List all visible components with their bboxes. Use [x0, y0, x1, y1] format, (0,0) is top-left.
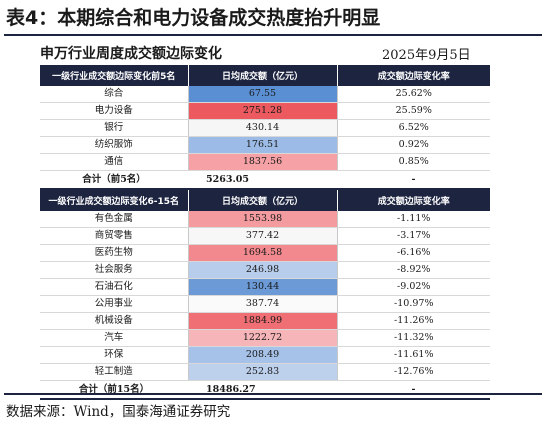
- total-rate: -: [337, 380, 490, 400]
- table-subtitle: 申万行业周度成交额边际变化: [40, 46, 222, 62]
- change-rate-value: -10.97%: [336, 295, 490, 313]
- table-row: 通信 1837.56 0.85%: [40, 153, 490, 171]
- change-rate-value: 0.85%: [336, 153, 490, 171]
- total-label: 合计（前5名）: [40, 170, 188, 190]
- change-rate-value: 25.59%: [336, 102, 490, 120]
- avg-turnover-value: 1694.58: [188, 244, 337, 262]
- header-avg-turnover: 日均成交额（亿元）: [188, 65, 338, 86]
- avg-turnover-value: 130.44: [188, 278, 337, 296]
- table-row: 纺织服饰 176.51 0.92%: [40, 136, 490, 154]
- header-change-rate: 成交额边际变化率: [337, 190, 490, 211]
- industry-name: 通信: [40, 153, 189, 171]
- avg-turnover-value: 377.42: [188, 227, 337, 245]
- industry-name: 电力设备: [40, 102, 189, 120]
- avg-turnover-value: 67.55: [188, 86, 337, 103]
- avg-turnover-value: 1837.56: [188, 153, 337, 171]
- change-rate-value: 0.92%: [336, 136, 490, 154]
- title-rule: [4, 34, 542, 36]
- change-rate-value: -11.61%: [336, 346, 490, 364]
- industry-name: 石油石化: [40, 278, 189, 296]
- table-row: 有色金属 1553.98 -1.11%: [40, 211, 490, 228]
- change-rate-value: -11.32%: [336, 329, 490, 347]
- table-row: 环保 208.49 -11.61%: [40, 346, 490, 364]
- avg-turnover-value: 246.98: [188, 261, 337, 279]
- table-row: 机械设备 1884.99 -11.26%: [40, 312, 490, 330]
- industry-name: 商贸零售: [40, 227, 189, 245]
- avg-turnover-value: 1222.72: [188, 329, 337, 347]
- table-row: 汽车 1222.72 -11.32%: [40, 329, 490, 347]
- header-industry: 一级行业成交额边际变化6-15名: [40, 190, 189, 211]
- industry-name: 汽车: [40, 329, 189, 347]
- change-rate-value: -11.26%: [336, 312, 490, 330]
- avg-turnover-value: 252.83: [188, 363, 337, 381]
- table-row: 商贸零售 377.42 -3.17%: [40, 227, 490, 245]
- change-rate-value: -6.16%: [336, 244, 490, 262]
- table-row: 综合 67.55 25.62%: [40, 86, 490, 103]
- table-row: 医药生物 1694.58 -6.16%: [40, 244, 490, 262]
- rank6-15-table: 一级行业成交额边际变化6-15名 日均成交额（亿元） 成交额边际变化率 有色金属…: [40, 190, 490, 400]
- report-date: 2025年9月5日: [382, 48, 471, 63]
- change-rate-value: -1.11%: [336, 211, 490, 228]
- change-rate-value: 25.62%: [336, 86, 490, 103]
- industry-name: 纺织服饰: [40, 136, 189, 154]
- avg-turnover-value: 387.74: [188, 295, 337, 313]
- industry-name: 公用事业: [40, 295, 189, 313]
- avg-turnover-value: 430.14: [188, 119, 337, 137]
- industry-name: 银行: [40, 119, 189, 137]
- industry-name: 环保: [40, 346, 189, 364]
- data-source: 数据来源：Wind，国泰海通证券研究: [6, 404, 231, 420]
- industry-name: 有色金属: [40, 211, 189, 228]
- table-row: 社会服务 246.98 -8.92%: [40, 261, 490, 279]
- avg-turnover-value: 2751.28: [188, 102, 337, 120]
- page-title: 表4：本期综合和电力设备成交热度抬升明显: [6, 7, 381, 29]
- header-industry: 一级行业成交额边际变化前5名: [40, 65, 189, 86]
- total-value: 18486.27: [188, 380, 337, 400]
- avg-turnover-value: 1884.99: [188, 312, 337, 330]
- change-rate-value: 6.52%: [336, 119, 490, 137]
- avg-turnover-value: 208.49: [188, 346, 337, 364]
- avg-turnover-value: 1553.98: [188, 211, 337, 228]
- avg-turnover-value: 176.51: [188, 136, 337, 154]
- industry-name: 轻工制造: [40, 363, 189, 381]
- top5-table: 一级行业成交额边际变化前5名 日均成交额（亿元） 成交额边际变化率 综合 67.5…: [40, 65, 490, 190]
- change-rate-value: -3.17%: [336, 227, 490, 245]
- industry-name: 机械设备: [40, 312, 189, 330]
- header-avg-turnover: 日均成交额（亿元）: [188, 190, 338, 211]
- table-row: 银行 430.14 6.52%: [40, 119, 490, 137]
- header-change-rate: 成交额边际变化率: [337, 65, 490, 86]
- industry-name: 医药生物: [40, 244, 189, 262]
- industry-name: 社会服务: [40, 261, 189, 279]
- table-row: 石油石化 130.44 -9.02%: [40, 278, 490, 296]
- table-row: 轻工制造 252.83 -12.76%: [40, 363, 490, 381]
- total-rate: -: [337, 170, 490, 190]
- footer-rule: [4, 393, 542, 395]
- total-row: 合计（前5名） 5263.05-: [40, 170, 490, 190]
- change-rate-value: -9.02%: [336, 278, 490, 296]
- industry-name: 综合: [40, 86, 189, 103]
- change-rate-value: -12.76%: [336, 363, 490, 381]
- table-row: 电力设备 2751.28 25.59%: [40, 102, 490, 120]
- total-row: 合计（前15名） 18486.27-: [40, 380, 490, 400]
- table-row: 公用事业 387.74 -10.97%: [40, 295, 490, 313]
- change-rate-value: -8.92%: [336, 261, 490, 279]
- total-value: 5263.05: [188, 170, 337, 190]
- total-label: 合计（前15名）: [40, 380, 188, 400]
